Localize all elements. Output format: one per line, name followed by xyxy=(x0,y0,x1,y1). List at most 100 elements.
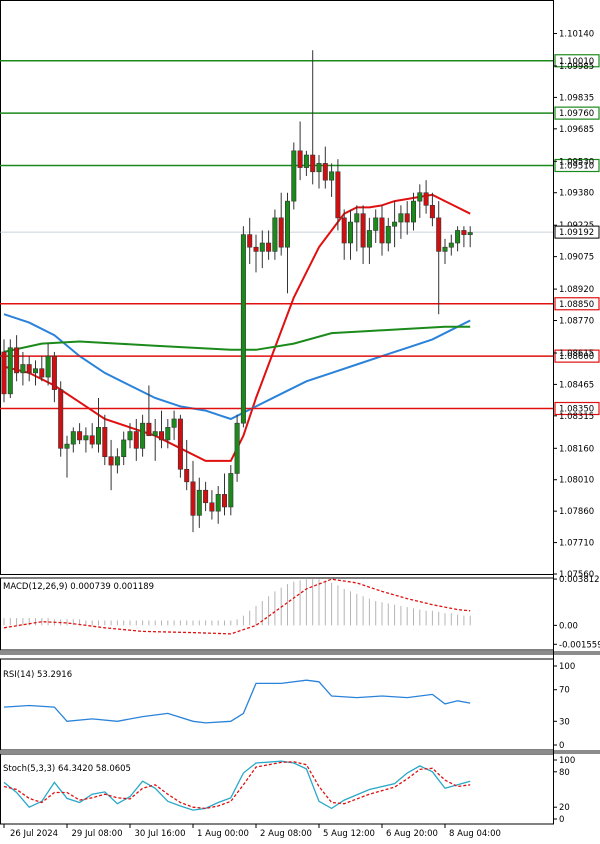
candle-bear xyxy=(209,502,215,512)
candle-bear xyxy=(322,163,328,181)
level-label-box xyxy=(554,158,600,173)
price-tick-label: 1.08465 xyxy=(559,380,594,390)
indicator-tick-label: 30 xyxy=(559,717,570,727)
candle-bull xyxy=(152,431,158,437)
price-tick-label: 1.07560 xyxy=(559,570,594,580)
indicator-tick-label: 0.00 xyxy=(559,621,578,631)
indicator-tick-label: 20 xyxy=(559,803,570,813)
rsi-line xyxy=(3,679,471,724)
time-tick-label: 8 Aug 04:00 xyxy=(449,829,501,839)
moving-average-line xyxy=(3,313,471,421)
price-tick-label: 1.09075 xyxy=(559,253,594,263)
level-label: 1.09760 xyxy=(559,109,594,119)
price-tick-label: 1.09380 xyxy=(559,189,594,199)
candle-bear xyxy=(102,427,108,457)
candle-bull xyxy=(215,494,221,512)
stoch-d-line xyxy=(3,761,471,810)
candle-bull xyxy=(234,422,240,474)
price-tick-label: 1.08010 xyxy=(559,476,594,486)
indicator-tick-label: -0.001559 xyxy=(559,640,600,650)
candle-bull xyxy=(417,192,423,202)
price-tick-label: 1.08160 xyxy=(559,444,594,454)
candle-bull xyxy=(291,150,297,202)
candle-bull xyxy=(392,221,398,227)
candle-bull xyxy=(140,422,146,449)
indicator-label: MACD(12,26,9) 0.000739 0.001189 xyxy=(3,582,154,592)
price-axis: 1.10140 1.09985 1.09835 1.09685 1.09530 1.093… xyxy=(553,30,600,580)
level-label-box xyxy=(554,54,600,68)
candle-bear xyxy=(404,213,410,223)
stoch-panel: Stoch(5,3,3) 64.3420 58.0605 100 80 20 0 xyxy=(3,756,575,825)
candle-bear xyxy=(335,171,341,219)
candle-bear xyxy=(14,347,20,374)
candle-bear xyxy=(253,246,259,252)
time-tick-label: 26 Jul 2024 xyxy=(10,829,58,839)
time-axis: 26 Jul 2024 29 Jul 08:00 30 Jul 16:00 1 Aug… xyxy=(3,824,501,839)
level-label-box xyxy=(554,349,600,363)
candle-bull xyxy=(7,347,13,395)
separator-bar xyxy=(0,651,600,655)
indicator-tick-label: 0 xyxy=(559,815,564,825)
level-label-box xyxy=(554,401,600,416)
candle-bull xyxy=(70,431,76,445)
candle-bull xyxy=(410,200,416,223)
main-panel-frame xyxy=(0,0,554,575)
candle-bull xyxy=(347,221,353,244)
candle-bear xyxy=(177,418,183,470)
time-tick-label: 1 Aug 00:00 xyxy=(197,829,249,839)
candle-bear xyxy=(133,431,139,449)
level-label: 1.08350 xyxy=(559,405,594,415)
candle-bull xyxy=(354,213,360,223)
candle-bear xyxy=(310,154,316,173)
candle-bull xyxy=(228,473,234,508)
price-tick-label: 1.08315 xyxy=(559,412,594,422)
candle-bull xyxy=(45,355,51,378)
candle-bear xyxy=(159,431,165,441)
candle-bear xyxy=(58,389,64,449)
candle-bear xyxy=(278,217,284,248)
candle-bear xyxy=(360,213,366,248)
indicator-label: RSI(14) 53.2916 xyxy=(3,670,72,680)
indicator-tick-label: 0.003812 xyxy=(559,575,600,585)
candle-bear xyxy=(461,230,467,235)
candle-bull xyxy=(165,427,171,441)
price-tick-label: 1.09685 xyxy=(559,125,594,135)
time-tick-label: 5 Aug 12:00 xyxy=(323,829,375,839)
time-tick-label: 29 Jul 08:00 xyxy=(72,829,123,839)
candle-bear xyxy=(297,150,303,168)
candle-bear xyxy=(429,204,435,219)
level-label: 1.10010 xyxy=(559,57,594,67)
candle-bull xyxy=(240,234,246,424)
price-tick-label: 1.08770 xyxy=(559,317,594,327)
stoch-k-line xyxy=(3,760,471,811)
candle-bear xyxy=(423,192,429,206)
price-tick-label: 1.09985 xyxy=(559,62,594,72)
price-tick-label: 1.09530 xyxy=(559,157,594,167)
candle-bull xyxy=(385,225,391,244)
candle-bull xyxy=(366,230,372,248)
current-price-label: 1.09192 xyxy=(559,228,594,238)
candle-bull xyxy=(20,364,26,374)
level-label: 1.08600 xyxy=(559,352,594,362)
candle-bull xyxy=(448,242,454,248)
price-tick-label: 1.10140 xyxy=(559,30,594,40)
candle-bull xyxy=(303,154,309,168)
level-label: 1.09510 xyxy=(559,161,594,171)
current-price-box xyxy=(554,225,600,239)
indicator-tick-label: 0 xyxy=(559,741,564,751)
price-tick-label: 1.07710 xyxy=(559,539,594,549)
rsi-panel: RSI(14) 53.2916 100 70 30 0 xyxy=(3,662,575,751)
candle-bear xyxy=(341,217,347,244)
candle-bull xyxy=(127,431,133,441)
moving-average-line xyxy=(3,325,471,353)
candle-bull xyxy=(96,427,102,445)
indicator-tick-label: 70 xyxy=(559,686,570,696)
price-tick-label: 1.07860 xyxy=(559,507,594,517)
candle-bear xyxy=(222,494,228,508)
candle-bull xyxy=(121,439,127,457)
candle-bear xyxy=(89,435,95,445)
macd-signal-line xyxy=(3,578,471,635)
panel-frames xyxy=(0,0,600,825)
candle-bear xyxy=(77,431,83,441)
